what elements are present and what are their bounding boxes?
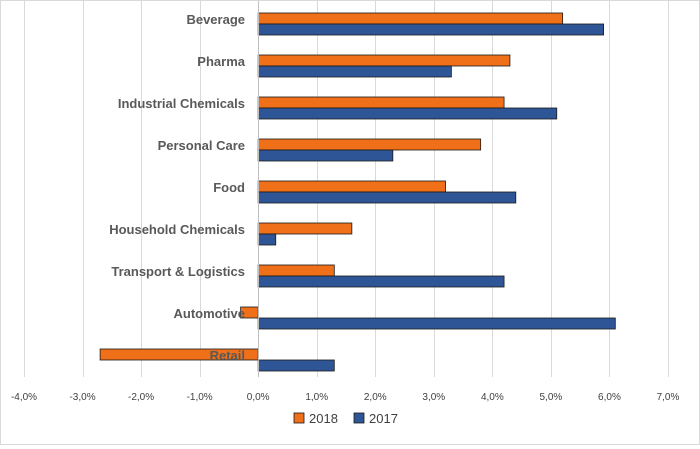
category-label: Beverage — [186, 12, 245, 27]
category-label: Transport & Logistics — [111, 264, 245, 279]
legend-label-2018: 2018 — [309, 411, 338, 426]
bar-2017 — [257, 23, 605, 36]
bar-2017 — [257, 317, 616, 330]
x-tick-label: -1,0% — [187, 392, 213, 403]
bar-2018 — [257, 222, 353, 235]
x-tick-label: 6,0% — [598, 392, 621, 403]
category-label: Household Chemicals — [109, 222, 245, 237]
bar-2017 — [257, 191, 517, 204]
bar-2017 — [257, 275, 505, 288]
category-label: Retail — [210, 348, 245, 363]
x-tick-label: 3,0% — [422, 392, 445, 403]
bar-2018 — [257, 264, 335, 277]
bar-2017 — [257, 233, 277, 246]
x-tick-label: -3,0% — [69, 392, 95, 403]
bar-2018 — [257, 138, 482, 151]
legend-swatch-2018 — [293, 412, 305, 424]
x-tick-label: 1,0% — [305, 392, 328, 403]
x-tick-labels: -4,0% -3,0% -2,0% -1,0% 0,0% 1,0% 2,0% 3,0% 4,0%… — [11, 392, 680, 403]
category-label: Pharma — [197, 54, 245, 69]
x-tick-label: 7,0% — [657, 392, 680, 403]
bar-2018 — [257, 180, 446, 193]
category-label: Industrial Chemicals — [118, 96, 245, 111]
category-labels: Beverage Pharma Industrial Chemicals Person… — [109, 12, 246, 363]
legend-label-2017: 2017 — [369, 411, 398, 426]
category-label: Food — [213, 180, 245, 195]
x-tick-label: 4,0% — [481, 392, 504, 403]
x-tick-label: 0,0% — [247, 392, 270, 403]
bar-2018 — [257, 96, 505, 109]
category-label: Personal Care — [158, 138, 245, 153]
bar-2018 — [257, 12, 564, 25]
bar-2017 — [257, 149, 394, 162]
legend-swatch-2017 — [353, 412, 365, 424]
category-label: Automotive — [174, 306, 246, 321]
x-tick-label: -4,0% — [11, 392, 37, 403]
bar-2017 — [257, 359, 335, 372]
x-tick-label: -2,0% — [128, 392, 154, 403]
bar-2018 — [257, 54, 511, 67]
legend: 2018 2017 — [293, 411, 398, 426]
bar-2017 — [257, 65, 452, 78]
x-tick-label: 5,0% — [540, 392, 563, 403]
bar-2017 — [257, 107, 558, 120]
x-tick-label: 2,0% — [364, 392, 387, 403]
